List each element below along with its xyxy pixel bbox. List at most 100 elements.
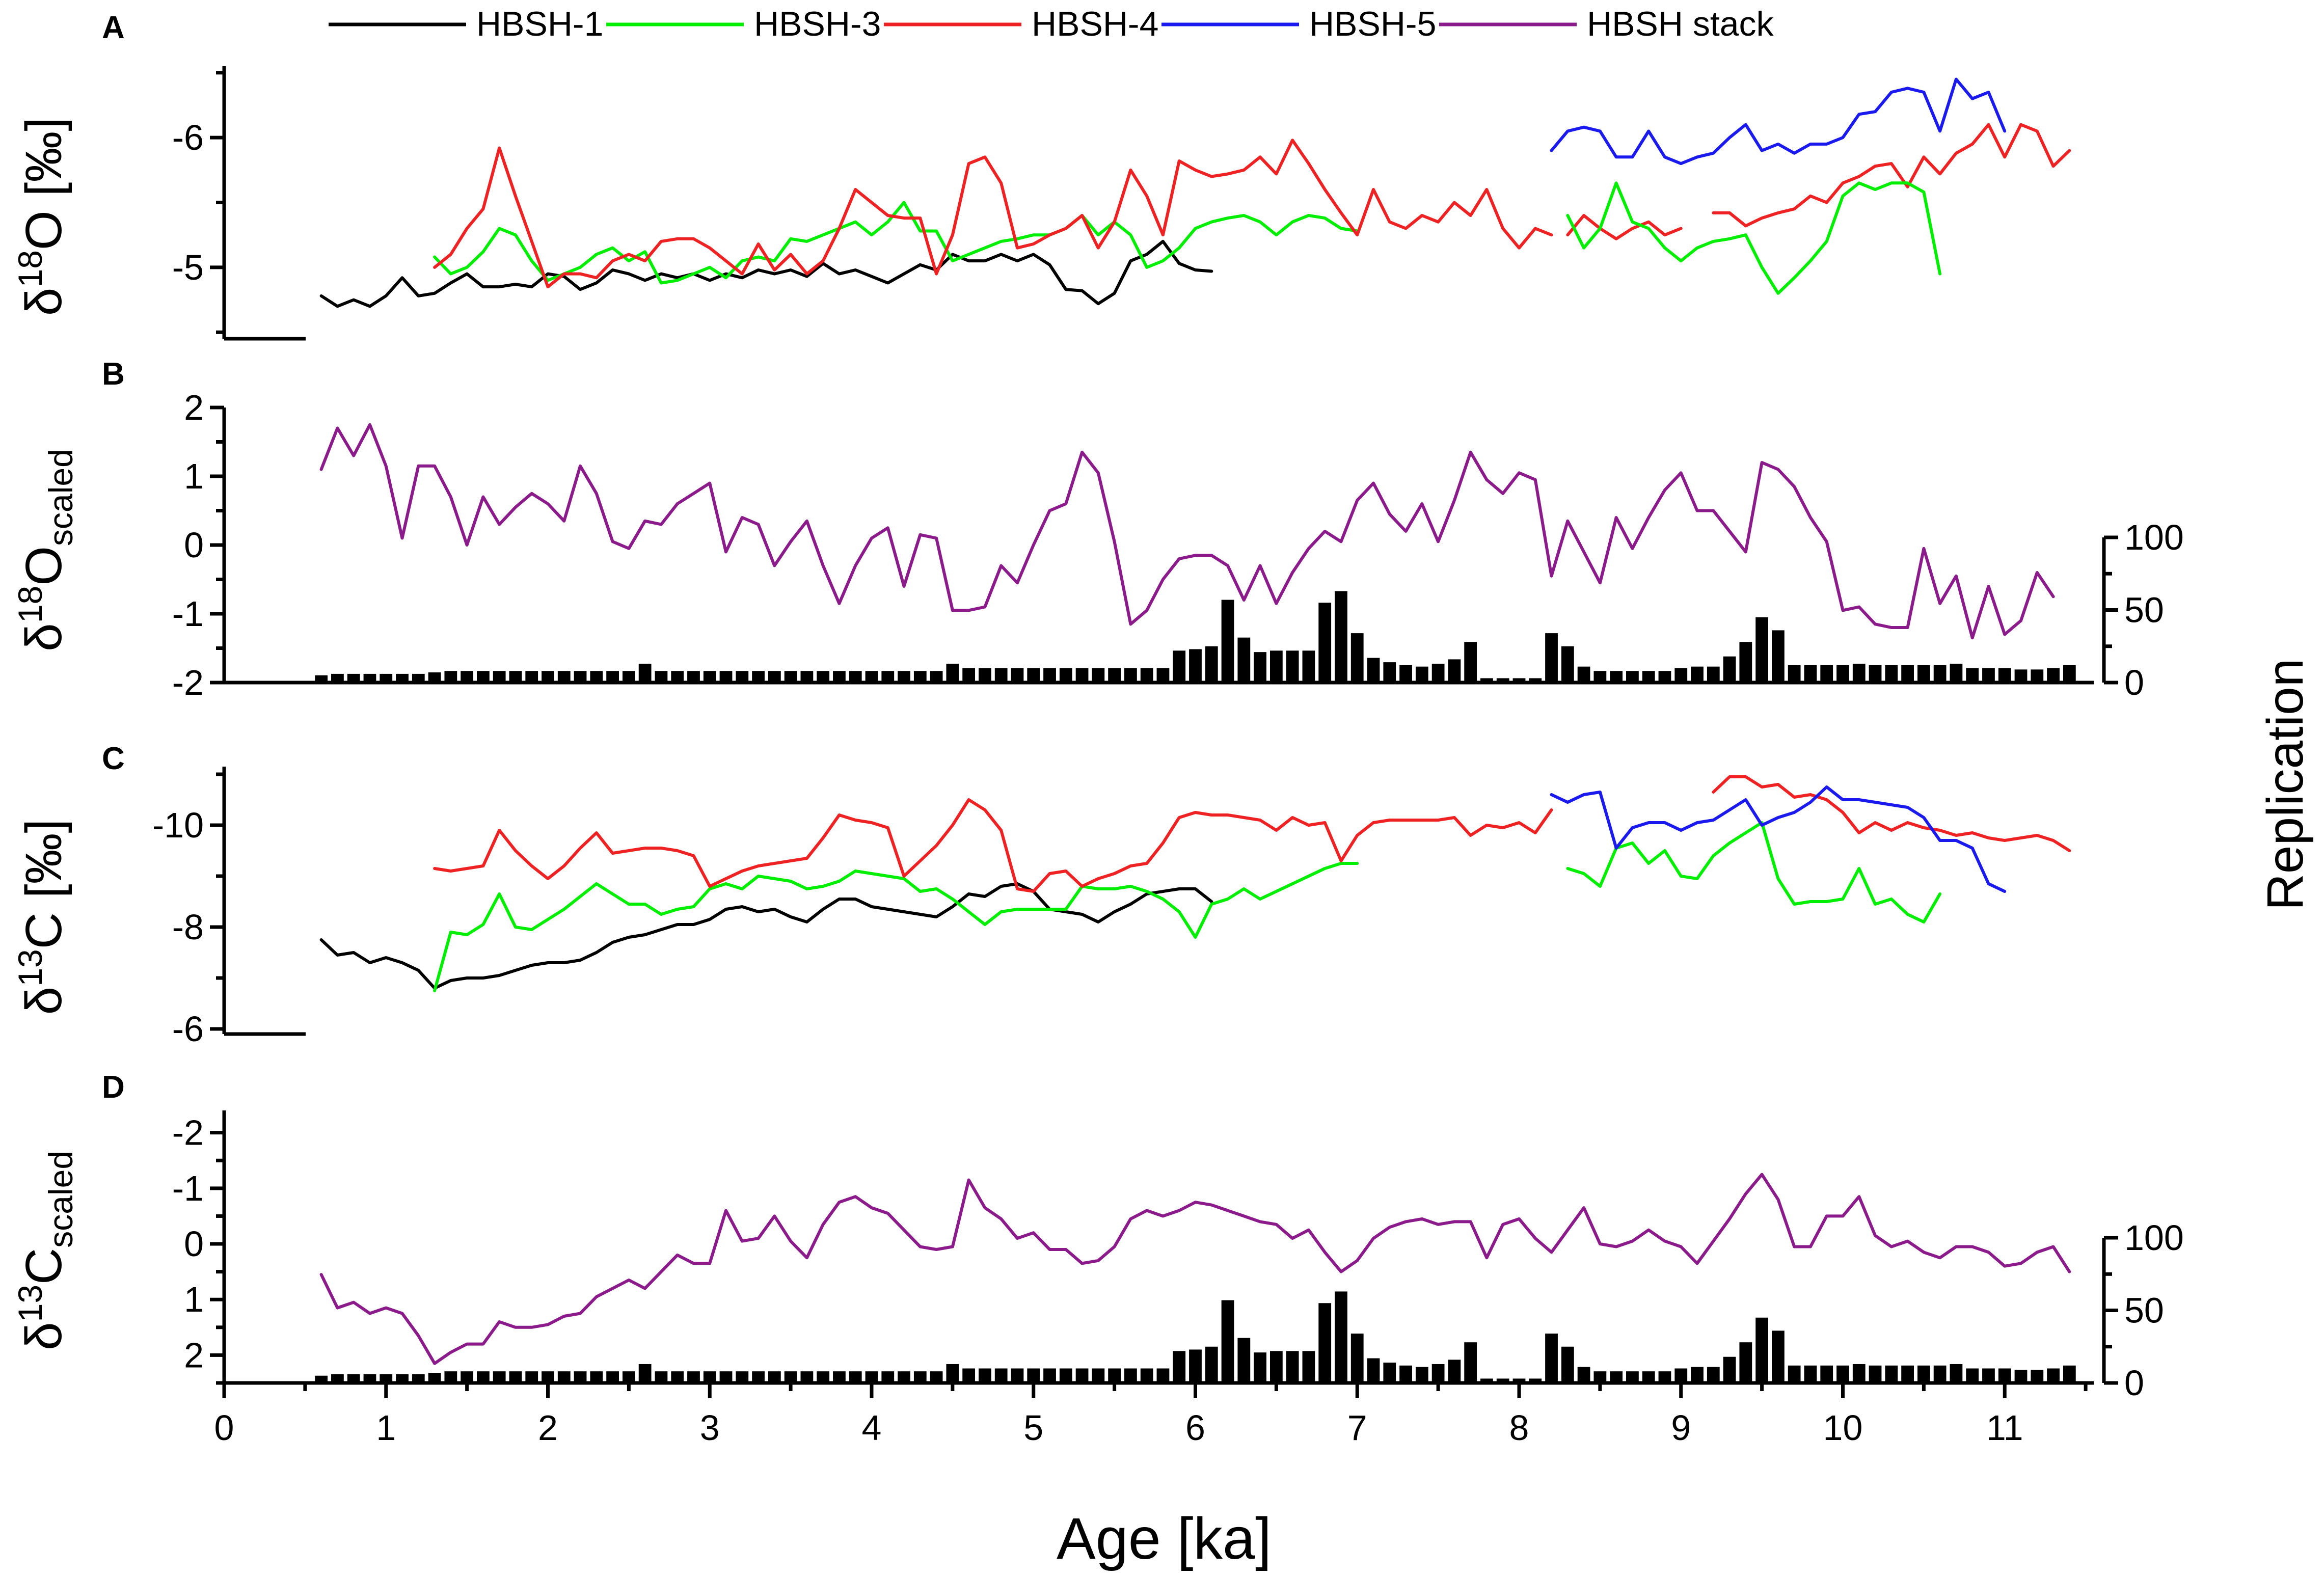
replication-bar	[913, 1371, 927, 1383]
replication-bar	[1399, 1365, 1412, 1383]
x-tick-label: 6	[1185, 1408, 1205, 1448]
replication-bar	[1771, 630, 1785, 683]
replication-bar	[1269, 1351, 1283, 1383]
replication-bar	[1674, 1368, 1688, 1383]
replication-bar	[509, 671, 522, 683]
replication-bar	[590, 1371, 603, 1383]
panel-label-b: B	[102, 357, 125, 392]
replication-bar	[1577, 1367, 1590, 1383]
replication-bar	[1739, 642, 1752, 683]
x-tick-label: 10	[1823, 1408, 1863, 1448]
replication-bar	[1496, 1378, 1509, 1383]
replication-bar	[1367, 658, 1380, 683]
panel-label-d: D	[102, 1070, 125, 1105]
replication-bar	[1610, 1371, 1623, 1383]
replication-bar	[1852, 1364, 1866, 1383]
replication-bar	[574, 671, 587, 683]
replication-bar	[1156, 668, 1170, 683]
replication-bar	[509, 1371, 522, 1383]
y-tick-label: -8	[172, 907, 204, 947]
x-tick-label: 1	[376, 1408, 396, 1448]
replication-bar	[1642, 1371, 1655, 1383]
replication-bar	[655, 671, 668, 683]
replication-bar	[1901, 665, 1914, 683]
replication-bar	[1755, 617, 1769, 683]
replication-bar	[1966, 668, 1979, 683]
replication-bar	[1027, 1368, 1040, 1383]
replication-bar	[1788, 1365, 1801, 1383]
replication-bar	[1707, 666, 1720, 683]
replication-bar	[1691, 666, 1704, 683]
replication-bar	[1917, 1365, 1930, 1383]
replication-bar	[380, 1374, 393, 1383]
x-tick-label: 4	[862, 1408, 882, 1448]
series-line-hbsh-4-a	[433, 798, 1553, 893]
replication-bar	[542, 1371, 554, 1383]
x-tick-label: 9	[1671, 1408, 1691, 1448]
replication-bar	[881, 1371, 895, 1383]
replication-bar	[1933, 665, 1947, 683]
replication-bar	[525, 1371, 538, 1383]
replication-bar	[1173, 1351, 1186, 1383]
replication-bar	[1075, 1368, 1089, 1383]
replication-bar	[1286, 650, 1299, 683]
replication-bar	[1269, 650, 1283, 683]
replication-bar	[1577, 666, 1590, 683]
panel-d: -2 -1 0 1 2 100 50 0	[172, 1110, 2184, 1403]
legend: HBSH-1 HBSH-3 HBSH-4 HBSH-5 HBSH stack	[329, 5, 1774, 43]
replication-bar	[622, 1371, 635, 1383]
replication-bar	[2047, 668, 2060, 683]
replication-bar	[477, 1371, 490, 1383]
replication-bar	[1917, 665, 1930, 683]
replication-bar	[606, 671, 619, 683]
replication-bar	[1237, 1338, 1251, 1383]
replication-bar	[2063, 1365, 2076, 1383]
replication-bar	[1189, 649, 1202, 683]
series-line-hbsh-3-b	[1566, 821, 1942, 923]
replication-bar	[1011, 668, 1024, 683]
series-line-hbsh-3-b	[1566, 181, 1942, 295]
replication-bar	[962, 1368, 976, 1383]
x-axis: 0 1 2 3 4 5 6 7 8 9 10 11	[214, 1383, 2088, 1448]
replication-bar	[1869, 1365, 1882, 1383]
replication-bar	[1788, 665, 1801, 683]
replication-bar	[2014, 669, 2028, 683]
replication-bar	[606, 1371, 619, 1383]
replication-bar	[817, 1371, 830, 1383]
replication-bar	[1512, 1378, 1526, 1383]
replication-bar	[638, 1364, 652, 1383]
replication-bar	[671, 1371, 684, 1383]
replication-bar	[1189, 1349, 1202, 1383]
replication-bar	[1626, 671, 1639, 683]
replication-bar	[363, 1374, 376, 1383]
replication-bar	[1852, 663, 1866, 683]
replication-bar	[1755, 1317, 1769, 1383]
x-tick-label: 8	[1509, 1408, 1529, 1448]
panel-label-c: C	[102, 741, 125, 776]
replication-bar	[946, 1364, 959, 1383]
y-tick-label: 1	[184, 1280, 204, 1319]
replication-bar	[1966, 1368, 1979, 1383]
replication-bar	[962, 668, 976, 683]
replication-bar	[396, 673, 409, 683]
series-line-hbsh-4-b	[1566, 214, 1683, 240]
series-line-hbsh-3	[433, 201, 1359, 285]
replication-bar	[1254, 1352, 1266, 1383]
replication-bar	[1480, 1378, 1493, 1383]
replication-bar	[1658, 1371, 1671, 1383]
replication-bar	[1237, 637, 1251, 683]
replication-bar	[1982, 668, 1995, 683]
x-tick-label: 7	[1347, 1408, 1367, 1448]
replication-bar	[1561, 1346, 1574, 1383]
replication-bar	[1043, 1368, 1056, 1383]
y-axis-title-d: δ13Cscaled	[11, 1151, 79, 1350]
replication-bar	[2047, 1368, 2060, 1383]
y-tick-label: -5	[172, 248, 204, 287]
y-tick-label: -2	[172, 1113, 204, 1153]
x-tick-label: 11	[1986, 1408, 2023, 1448]
y-tick-label: -6	[172, 1009, 204, 1049]
replication-bar	[1221, 1300, 1234, 1383]
replication-bar	[1593, 1371, 1607, 1383]
y-axis-title-a: δ18O [‰]	[11, 117, 72, 316]
replication-bar	[1302, 1351, 1315, 1383]
